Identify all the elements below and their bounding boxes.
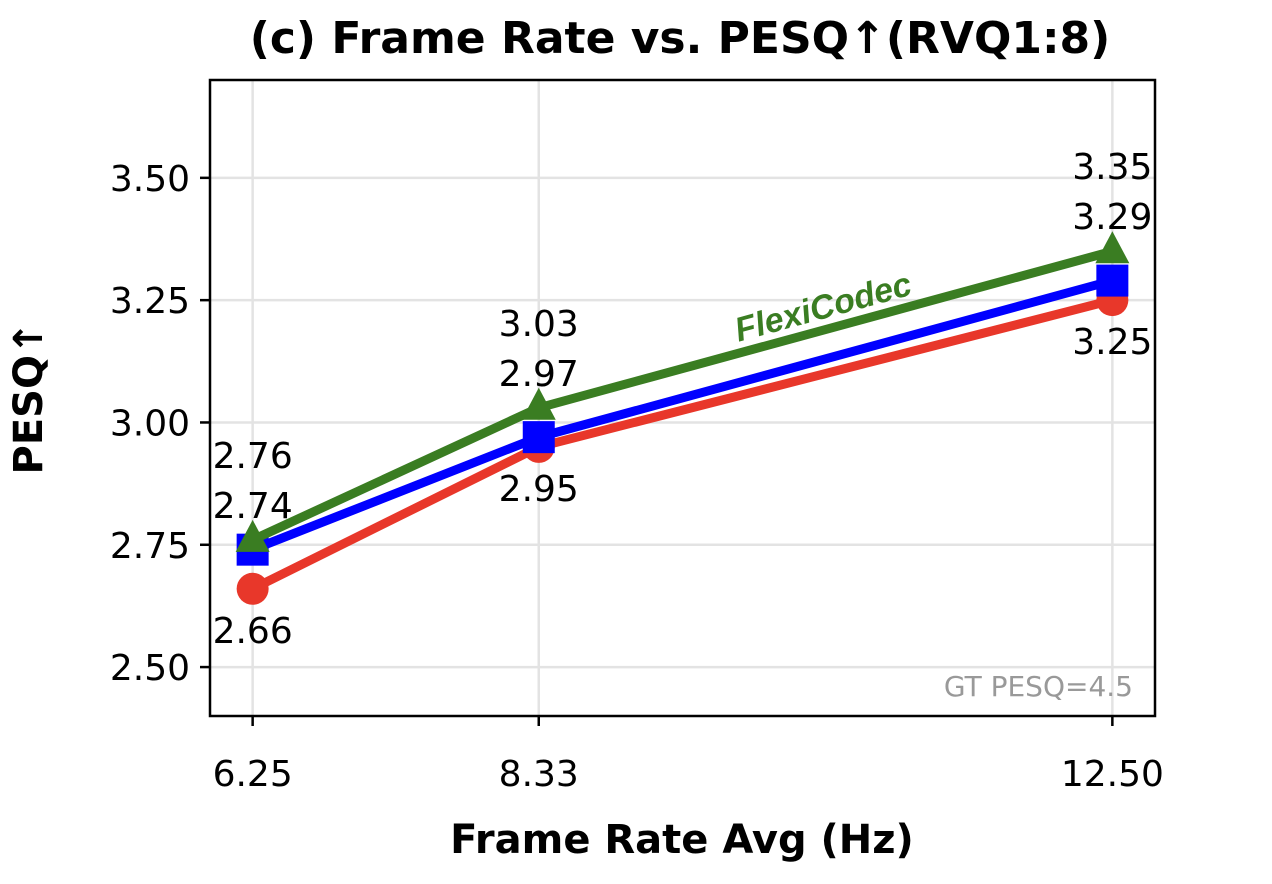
gt-pesq-note: GT PESQ=4.5	[944, 670, 1133, 703]
y-tick-label: 2.75	[110, 526, 190, 567]
y-tick-label: 3.25	[110, 281, 190, 322]
series-label-flexicodec: FlexiCodec	[731, 265, 916, 349]
y-tick-label: 2.50	[110, 648, 190, 689]
y-axis-label: PESQ↑	[6, 322, 52, 475]
data-label-blue: 3.29	[1072, 197, 1152, 238]
ticks: 6.25 8.33 12.50 2.50 2.75 3.00 3.25 3.50	[110, 159, 1164, 795]
data-label-blue: 2.97	[499, 354, 579, 395]
data-label-green: 3.03	[499, 304, 579, 345]
x-tick-label: 12.50	[1061, 754, 1164, 795]
chart-title: (c) Frame Rate vs. PESQ↑(RVQ1:8)	[250, 13, 1111, 64]
data-point-blue	[1096, 264, 1129, 297]
data-label-green: 3.35	[1072, 147, 1152, 188]
series-line-blue	[250, 276, 1114, 554]
y-tick-label: 3.00	[110, 403, 190, 444]
data-label-green: 2.76	[213, 436, 293, 477]
data-label-red: 2.66	[213, 611, 293, 652]
data-point-blue	[522, 421, 555, 454]
data-labels: 2.66 2.95 3.25 2.74 2.97 3.29 2.76 3.03 3.35	[213, 147, 1153, 652]
plot-frame	[208, 78, 1157, 718]
y-tick-label: 3.50	[110, 159, 190, 200]
x-tick-label: 6.25	[213, 754, 293, 795]
data-point-red	[236, 572, 269, 605]
series-group	[235, 231, 1130, 605]
x-tick-label: 8.33	[499, 754, 579, 795]
grid	[210, 80, 1155, 716]
data-point-green	[521, 387, 556, 420]
data-label-red: 2.95	[499, 469, 579, 510]
data-point-green	[235, 519, 270, 552]
data-point-green	[1095, 231, 1130, 264]
data-label-blue: 2.74	[213, 486, 293, 527]
data-label-red: 3.25	[1072, 322, 1152, 363]
x-axis-label: Frame Rate Avg (Hz)	[450, 817, 914, 863]
